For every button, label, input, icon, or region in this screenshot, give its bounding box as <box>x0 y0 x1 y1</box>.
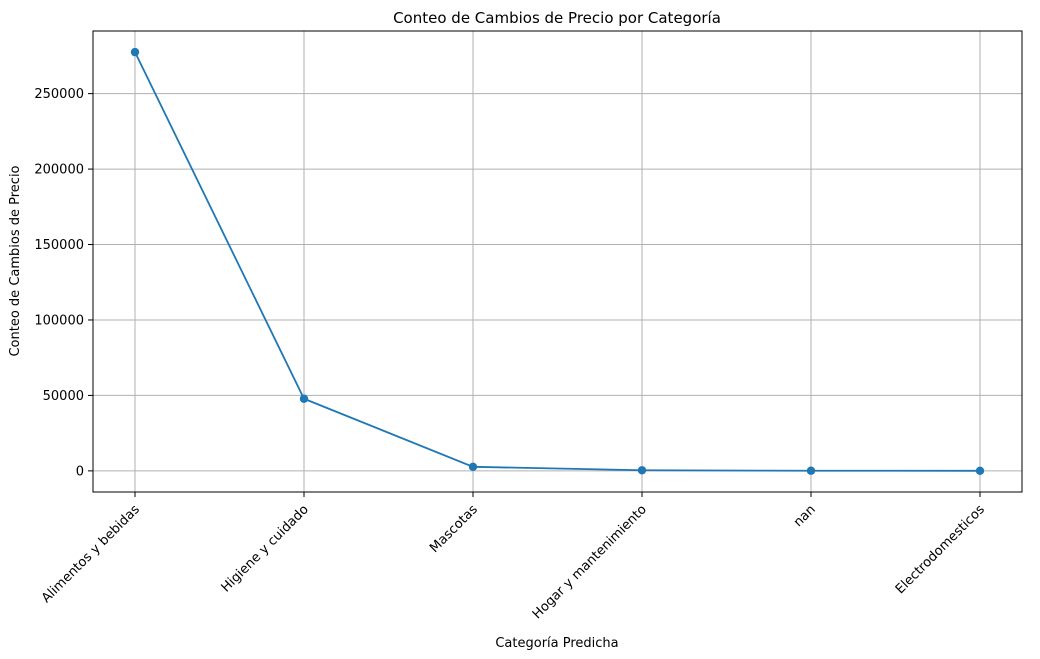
y-tick-label: 50000 <box>43 389 84 404</box>
x-tick-label: Electrodomesticos <box>893 502 988 597</box>
y-axis-title: Conteo de Cambios de Precio <box>8 165 23 356</box>
y-tick-label: 100000 <box>34 313 84 328</box>
plot-frame <box>92 30 1023 493</box>
data-point <box>637 466 647 475</box>
y-tick-label: 250000 <box>34 87 84 102</box>
y-axis: 0 50000 100000 150000 200000 250000 <box>34 87 93 479</box>
x-tick-label: Higiene y cuidado <box>219 502 312 595</box>
data-point <box>975 466 985 475</box>
data-point <box>468 462 478 471</box>
x-axis: Alimentos y bebidas Higiene y cuidado Masc… <box>39 492 988 622</box>
data-point <box>130 47 140 57</box>
x-tick-label: nan <box>791 502 819 530</box>
series-layer <box>130 47 985 475</box>
x-tick-label: Hogar y mantenimiento <box>530 502 650 622</box>
x-tick-label: Mascotas <box>427 502 481 556</box>
series-line <box>134 51 981 472</box>
data-point <box>299 394 309 403</box>
x-axis-title: Categoría Predicha <box>495 636 618 651</box>
y-tick-label: 150000 <box>34 238 84 253</box>
data-point <box>806 466 816 475</box>
y-tick-label: 200000 <box>34 163 84 178</box>
y-tick-label: 0 <box>76 464 84 479</box>
chart-title: Conteo de Cambios de Precio por Categorí… <box>393 9 721 27</box>
grid <box>93 31 1022 492</box>
x-tick-label: Alimentos y bebidas <box>39 502 143 606</box>
